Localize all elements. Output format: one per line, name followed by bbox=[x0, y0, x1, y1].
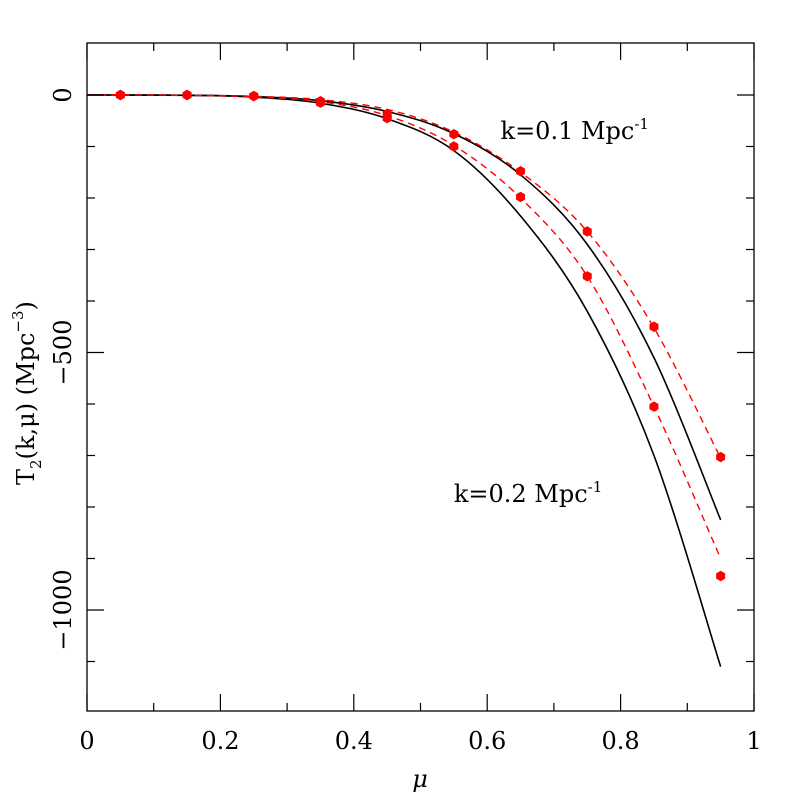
x-tick-label: 0.4 bbox=[335, 727, 373, 755]
data-point bbox=[315, 97, 325, 108]
y-tick-label: −1000 bbox=[49, 569, 77, 650]
x-tick-label: 0.6 bbox=[468, 727, 506, 755]
markers-layer bbox=[115, 89, 726, 582]
data-point bbox=[449, 128, 459, 140]
data-point bbox=[516, 166, 526, 177]
y-axis-title: T2(k,μ) (Mpc−3) bbox=[9, 301, 45, 485]
data-point bbox=[716, 570, 726, 582]
y-axis-title-sup: −3 bbox=[9, 310, 27, 332]
data-point bbox=[115, 89, 125, 101]
data-point bbox=[382, 112, 392, 124]
annotation-superscript: -1 bbox=[588, 478, 603, 496]
curves-layer bbox=[86, 94, 722, 667]
data-point bbox=[716, 451, 726, 463]
annotation-label: k=0.1 Mpc-1 bbox=[501, 115, 649, 145]
x-tick-label: 1 bbox=[746, 727, 761, 755]
data-point bbox=[649, 321, 659, 332]
y-axis-title-main: T bbox=[12, 469, 40, 485]
annotation-text: k=0.1 Mpc bbox=[501, 117, 635, 145]
series-line-2 bbox=[86, 94, 722, 459]
data-point bbox=[249, 90, 259, 102]
x-tick-label: 0.8 bbox=[602, 727, 640, 755]
x-tick-label: 0 bbox=[79, 727, 94, 755]
y-tick-label: −500 bbox=[49, 320, 77, 386]
data-point bbox=[582, 271, 592, 282]
x-axis-title: μ bbox=[412, 765, 428, 793]
series-line-1 bbox=[86, 94, 722, 521]
annotations-layer: k=0.1 Mpc-1k=0.2 Mpc-1 bbox=[454, 115, 649, 508]
data-point bbox=[649, 401, 659, 412]
data-point bbox=[182, 89, 192, 101]
series-line-4 bbox=[86, 94, 722, 559]
y-axis-title-sub: 2 bbox=[27, 459, 45, 469]
data-point bbox=[516, 191, 526, 203]
y-axis-title-rest: (k,μ) (Mpc bbox=[12, 333, 40, 460]
annotation-superscript: -1 bbox=[634, 115, 649, 133]
data-point bbox=[582, 226, 592, 237]
annotation-label: k=0.2 Mpc-1 bbox=[454, 478, 602, 508]
tick-labels-layer: 0 0.2 0.4 0.6 0.8 1 0 −500 −1000 bbox=[49, 87, 762, 755]
series-line-3 bbox=[86, 94, 722, 667]
y-axis-title-close: ) bbox=[12, 301, 40, 310]
y-tick-label: 0 bbox=[49, 87, 77, 102]
plot-frame bbox=[86, 42, 755, 712]
ticks-layer bbox=[86, 43, 755, 711]
x-tick-label: 0.2 bbox=[201, 727, 239, 755]
data-point bbox=[449, 141, 459, 152]
annotation-text: k=0.2 Mpc bbox=[454, 480, 588, 508]
